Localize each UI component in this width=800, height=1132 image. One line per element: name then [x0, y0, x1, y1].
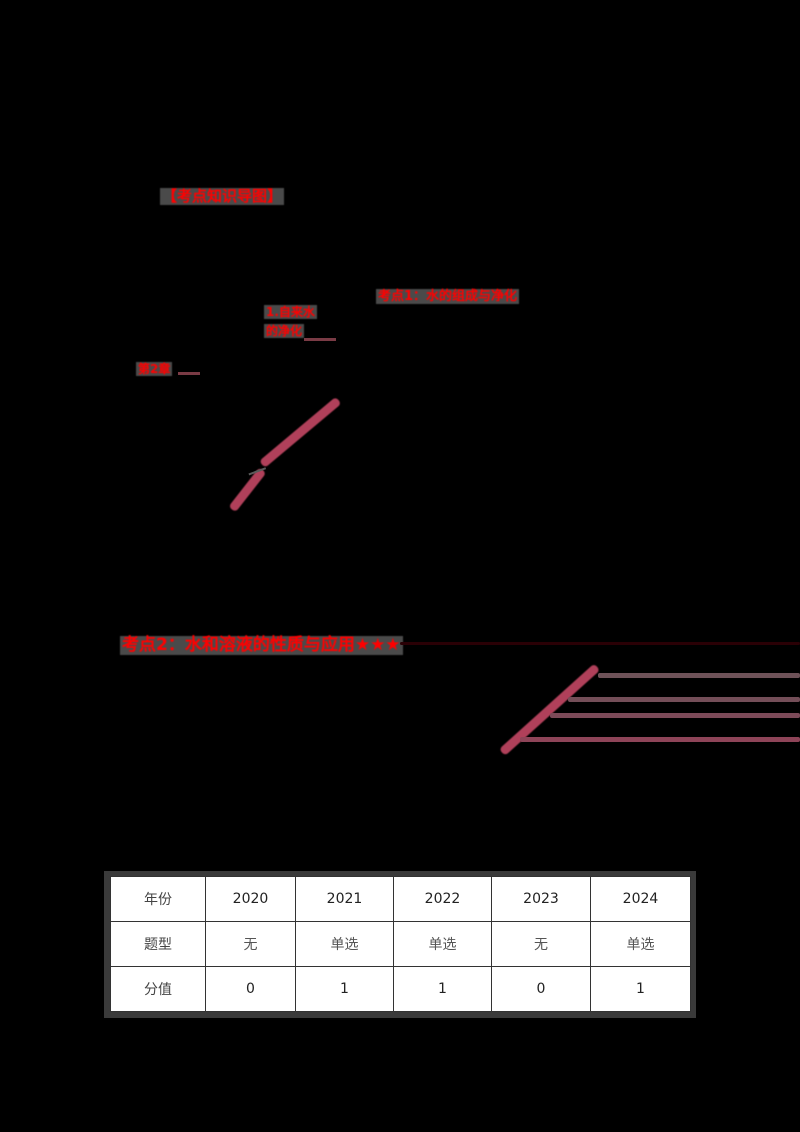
topic2-heading-rule: [400, 642, 800, 645]
map-chapter-label: 第2章: [136, 362, 173, 376]
map-chapter-underline: [178, 372, 200, 375]
topic2-heading: 考点2：水和溶液的性质与应用★★★: [120, 635, 403, 655]
cell-year: 2023: [491, 876, 591, 922]
exam-statistics-table: 年份 2020 2021 2022 2023 2024 题型 无 单选 单选 无…: [110, 876, 691, 1012]
cell-year: 2021: [295, 876, 394, 922]
topic2-branch-line-1: [598, 673, 800, 678]
table-row-score: 分值 0 1 1 0 1: [110, 966, 691, 1012]
map-connector-joint: [248, 467, 270, 485]
topic2-branch-line-4: [520, 737, 800, 742]
map-topic-title: 考点1：水的组成与净化: [376, 289, 520, 304]
row-header-question-type: 题型: [110, 921, 206, 967]
cell-score: 1: [393, 966, 492, 1012]
topic2-branch-line-2: [568, 697, 800, 702]
map-connector-stroke-upper: [259, 396, 342, 468]
cell-score: 0: [205, 966, 296, 1012]
section-header: 【考点知识导图】: [160, 187, 285, 205]
cell-year: 2020: [205, 876, 296, 922]
cell-score: 1: [295, 966, 394, 1012]
cell-year: 2022: [393, 876, 492, 922]
topic2-branch-line-3: [550, 713, 800, 718]
cell-question-type: 单选: [393, 921, 492, 967]
map-branch-underline: [304, 338, 336, 341]
table-row-year: 年份 2020 2021 2022 2023 2024: [110, 876, 691, 922]
cell-year: 2024: [590, 876, 691, 922]
cell-score: 1: [590, 966, 691, 1012]
map-branch-label-1: 1.自来水: [264, 305, 317, 319]
table-row-question-type: 题型 无 单选 单选 无 单选: [110, 921, 691, 967]
cell-question-type: 单选: [295, 921, 394, 967]
row-header-year: 年份: [110, 876, 206, 922]
cell-question-type: 无: [205, 921, 296, 967]
row-header-score: 分值: [110, 966, 206, 1012]
cell-question-type: 单选: [590, 921, 691, 967]
cell-score: 0: [491, 966, 591, 1012]
map-branch-label-2: 的净化: [264, 324, 305, 338]
cell-question-type: 无: [491, 921, 591, 967]
